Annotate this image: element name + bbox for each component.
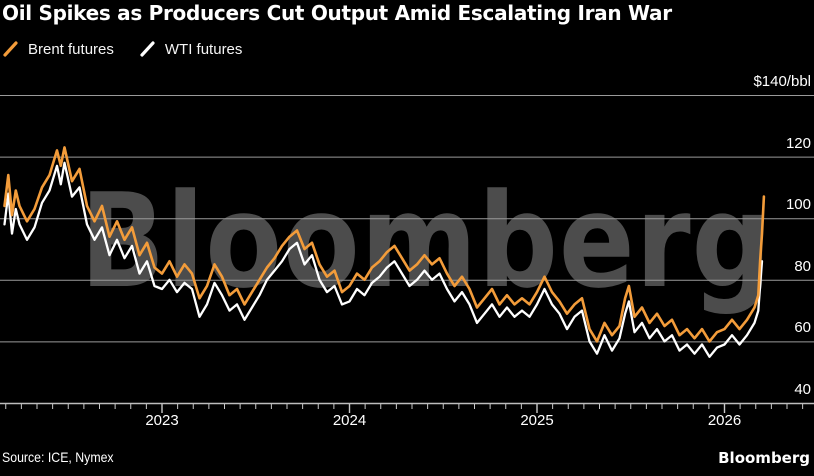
- y-tick-label: 40: [794, 381, 811, 398]
- legend-item-wti: WTI futures: [140, 41, 243, 58]
- bloomberg-logo: Bloomberg: [718, 449, 810, 467]
- x-axis-ticks: [5, 404, 804, 413]
- x-tick-label: 2023: [145, 412, 179, 429]
- brent-line-swatch-icon: [3, 41, 18, 57]
- x-tick-label: 2026: [707, 412, 742, 429]
- series-line-brent: [3, 146, 766, 343]
- chart-title: Oil Spikes as Producers Cut Output Amid …: [2, 1, 672, 25]
- wti-line-swatch-icon: [140, 41, 155, 57]
- y-tick-label: 80: [794, 257, 811, 275]
- x-tick-label: 2025: [520, 412, 554, 429]
- x-tick-label: 2024: [332, 412, 367, 429]
- source-note: Source: ICE, Nymex: [2, 449, 114, 465]
- legend-label-brent: Brent futures: [28, 41, 114, 58]
- y-axis-unit-label: $140/bbl: [753, 73, 811, 90]
- y-tick-label: 120: [785, 134, 811, 152]
- legend: Brent futures WTI futures: [3, 41, 242, 58]
- legend-item-brent: Brent futures: [3, 41, 114, 58]
- legend-label-wti: WTI futures: [164, 41, 243, 58]
- y-tick-label: 100: [785, 196, 811, 214]
- series-lines: [3, 146, 766, 358]
- series-line-wti: [3, 161, 764, 358]
- y-tick-label: 60: [794, 319, 811, 337]
